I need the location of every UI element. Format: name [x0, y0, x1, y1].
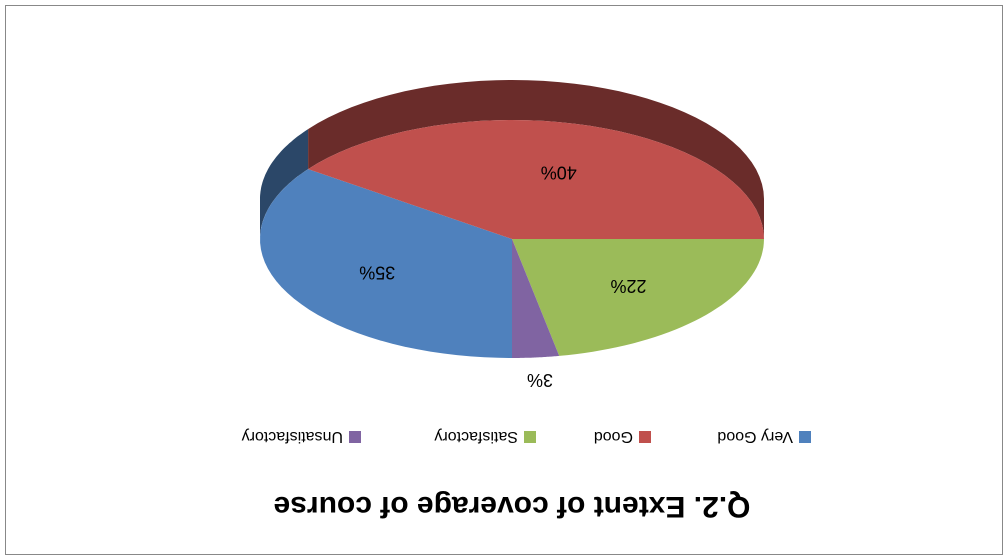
legend-label: Good: [594, 428, 633, 445]
data-label: 40%: [541, 162, 577, 182]
legend-swatch: [639, 431, 651, 443]
pie-slice: [308, 120, 764, 239]
data-label: 3%: [527, 370, 553, 390]
legend-swatch: [524, 431, 536, 443]
legend-swatch: [349, 431, 361, 443]
legend-label: Unsatisfactory: [242, 428, 343, 445]
pie-slice: [260, 169, 512, 358]
pie-side: [308, 80, 764, 239]
legend-label: Very Good: [717, 428, 793, 445]
chart-title: Q.2. Extent of coverage of course: [274, 490, 751, 523]
legend-swatch: [799, 431, 811, 443]
pie-slice: [512, 239, 560, 358]
data-label: 22%: [610, 276, 646, 296]
pie-side: [260, 129, 309, 239]
pie-slice: [512, 239, 764, 356]
legend-label: Satisfactory: [434, 428, 518, 445]
chart-body: Q.2. Extent of coverage of course Very G…: [242, 80, 811, 523]
data-label: 35%: [359, 263, 395, 283]
